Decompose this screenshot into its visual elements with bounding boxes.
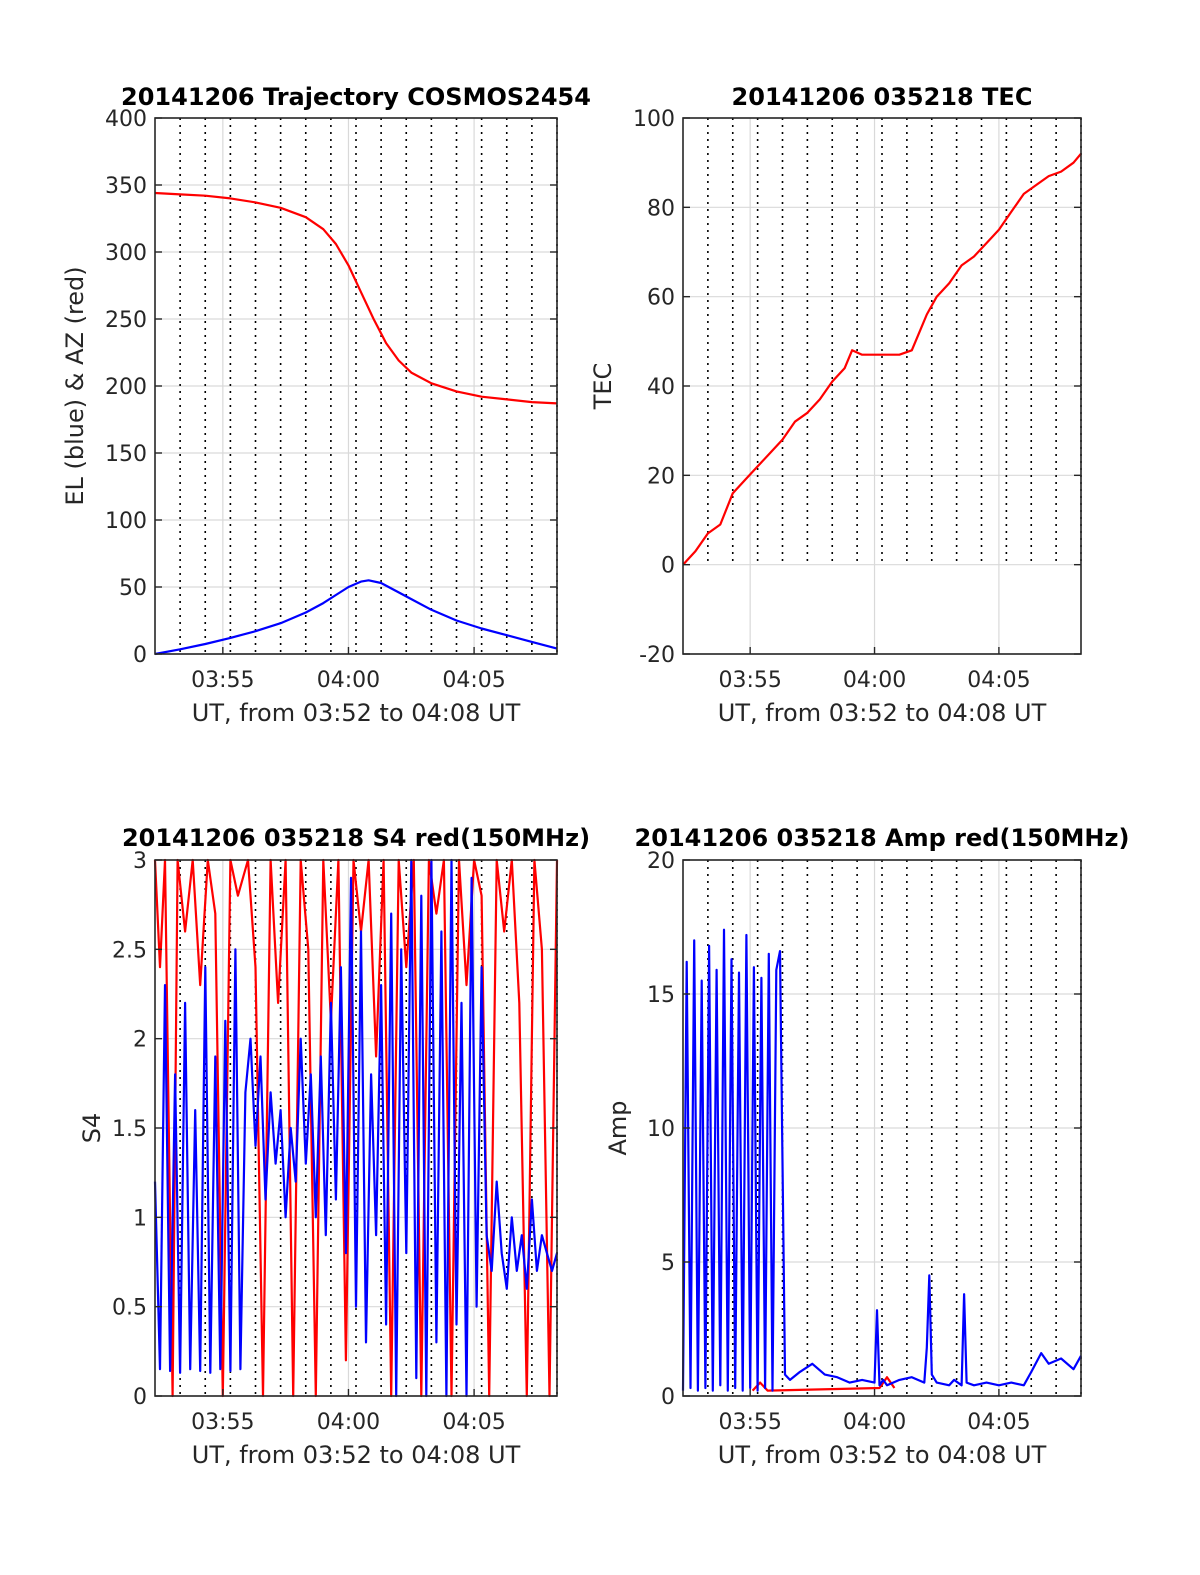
- x-tick-label: 04:05: [967, 668, 1030, 693]
- plot-area-tec: -20 0 20 40 60 80 100 03:55 04:00 04:05: [633, 107, 1082, 693]
- y-tick-label: 10: [647, 1117, 675, 1142]
- x-axis-label-amp: UT, from 03:52 to 04:08 UT: [718, 1441, 1047, 1469]
- y-tick-label: 20: [647, 464, 675, 489]
- x-tick-label: 04:05: [442, 668, 505, 693]
- y-tick-label: 5: [661, 1251, 675, 1276]
- y-tick-label: 0: [661, 554, 675, 579]
- x-tick-label: 04:00: [843, 668, 906, 693]
- series-line: [751, 1376, 896, 1392]
- y-tick-label: 3: [133, 849, 147, 874]
- y-tick-label: 0: [661, 1385, 675, 1410]
- y-axis-label-amp: Amp: [604, 1100, 632, 1155]
- x-tick-label: 04:00: [843, 1410, 906, 1435]
- panel-title-trajectory: 20141206 Trajectory COSMOS2454: [121, 83, 591, 111]
- x-tick-label: 04:00: [317, 1410, 380, 1435]
- series-line: [154, 579, 558, 656]
- panel-tec: -20 0 20 40 60 80 100 03:55 04:00 04:05 20141206 …: [589, 83, 1082, 727]
- x-tick-label: 04:05: [967, 1410, 1030, 1435]
- y-axis-label-tec: TEC: [589, 363, 617, 411]
- y-tick-label: 100: [633, 107, 675, 132]
- y-tick-label: 100: [105, 509, 147, 534]
- y-tick-label: 80: [647, 196, 675, 221]
- series-line: [682, 152, 1082, 566]
- x-axis-label-tec: UT, from 03:52 to 04:08 UT: [718, 699, 1047, 727]
- x-tick-label: 04:00: [317, 668, 380, 693]
- x-axis-label-s4: UT, from 03:52 to 04:08 UT: [192, 1441, 521, 1469]
- y-tick-label: 0: [133, 643, 147, 668]
- y-tick-label: 250: [105, 308, 147, 333]
- y-tick-label: 20: [647, 849, 675, 874]
- y-tick-label: 200: [105, 375, 147, 400]
- x-tick-label: 03:55: [718, 668, 781, 693]
- y-tick-label: 50: [119, 576, 147, 601]
- x-tick-label: 03:55: [718, 1410, 781, 1435]
- plot-area-s4: 0 0.5 1 1.5 2 2.5 3 03:55 04:00 04:05: [112, 849, 559, 1435]
- series-line: [154, 191, 558, 405]
- panel-title-s4: 20141206 035218 S4 red(150MHz): [122, 824, 590, 852]
- x-axis-label-trajectory: UT, from 03:52 to 04:08 UT: [192, 699, 521, 727]
- panel-title-tec: 20141206 035218 TEC: [732, 83, 1033, 111]
- y-tick-label: 150: [105, 442, 147, 467]
- y-tick-label: 40: [647, 375, 675, 400]
- y-tick-label: 2: [133, 1028, 147, 1053]
- y-tick-label: -20: [639, 643, 675, 668]
- x-tick-label: 04:05: [442, 1410, 505, 1435]
- x-tick-label: 03:55: [191, 1410, 254, 1435]
- y-tick-label: 0.5: [112, 1296, 147, 1321]
- plot-area-amp: 0 5 10 15 20 03:55 04:00 04:05: [647, 849, 1082, 1435]
- y-tick-label: 15: [647, 983, 675, 1008]
- series-line: [153, 858, 559, 1398]
- y-axis-label-trajectory: EL (blue) & AZ (red): [61, 266, 89, 505]
- y-tick-label: 350: [105, 174, 147, 199]
- plot-area-trajectory: 0 50 100 150 200 250 300 350 400 03:55 04:00 04:05: [105, 107, 558, 693]
- y-axis-label-s4: S4: [78, 1113, 106, 1144]
- y-tick-label: 1.5: [112, 1117, 147, 1142]
- y-tick-label: 0: [133, 1385, 147, 1410]
- panel-title-amp: 20141206 035218 Amp red(150MHz): [635, 824, 1130, 852]
- panel-amp: 0 5 10 15 20 03:55 04:00 04:05 20141206 035218 …: [604, 824, 1129, 1469]
- y-tick-label: 1: [133, 1206, 147, 1231]
- y-tick-label: 400: [105, 107, 147, 132]
- y-tick-label: 2.5: [112, 938, 147, 963]
- panel-s4: 0 0.5 1 1.5 2 2.5 3 03:55 04:00 04:05 20141206 03…: [78, 824, 590, 1469]
- y-tick-label: 60: [647, 286, 675, 311]
- x-tick-label: 03:55: [191, 668, 254, 693]
- y-tick-label: 300: [105, 241, 147, 266]
- series-line: [681, 928, 1082, 1392]
